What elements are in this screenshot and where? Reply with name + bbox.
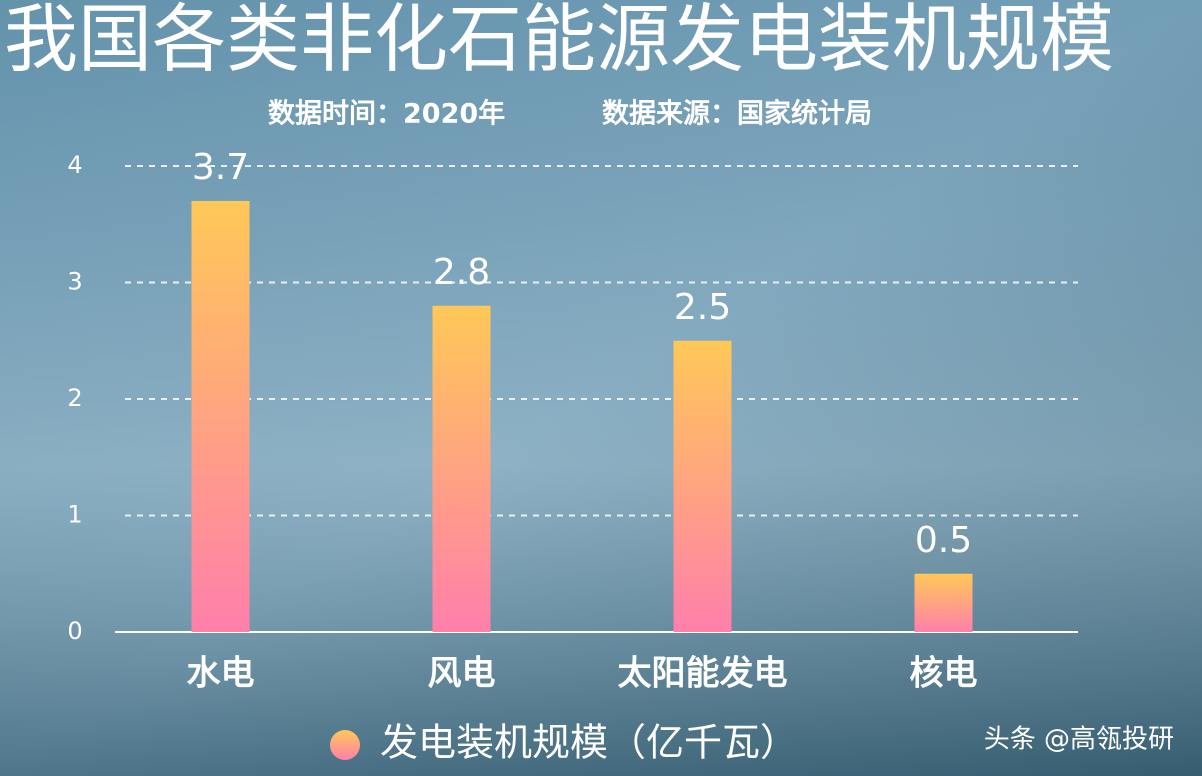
x-tick-label: 风电 — [428, 654, 496, 694]
y-tick-label: 3 — [67, 268, 82, 296]
x-tick-label: 太阳能发电 — [618, 654, 788, 694]
chart-title: 我国各类非化石能源发电装机规模 — [4, 0, 1114, 83]
legend-marker — [330, 730, 360, 760]
bar — [432, 305, 491, 632]
subtitle: 数据来源：国家统计局 — [602, 98, 872, 130]
bar — [914, 573, 973, 632]
legend-label: 发电装机规模（亿千瓦） — [380, 721, 798, 765]
watermark: 头条 @高瓴投研 — [984, 725, 1174, 755]
bar — [673, 340, 732, 632]
value-label: 0.5 — [915, 520, 972, 561]
value-label: 3.7 — [192, 147, 249, 188]
subtitle: 数据时间：2020年 — [268, 98, 505, 130]
x-tick-label: 核电 — [910, 654, 978, 694]
y-tick-label: 0 — [67, 617, 82, 645]
y-tick-label: 2 — [67, 384, 82, 412]
value-label: 2.5 — [674, 287, 731, 328]
y-tick-label: 4 — [67, 151, 82, 179]
y-tick-label: 1 — [67, 501, 82, 529]
bar — [191, 200, 250, 632]
value-label: 2.8 — [433, 252, 490, 293]
x-tick-label: 水电 — [187, 654, 255, 694]
